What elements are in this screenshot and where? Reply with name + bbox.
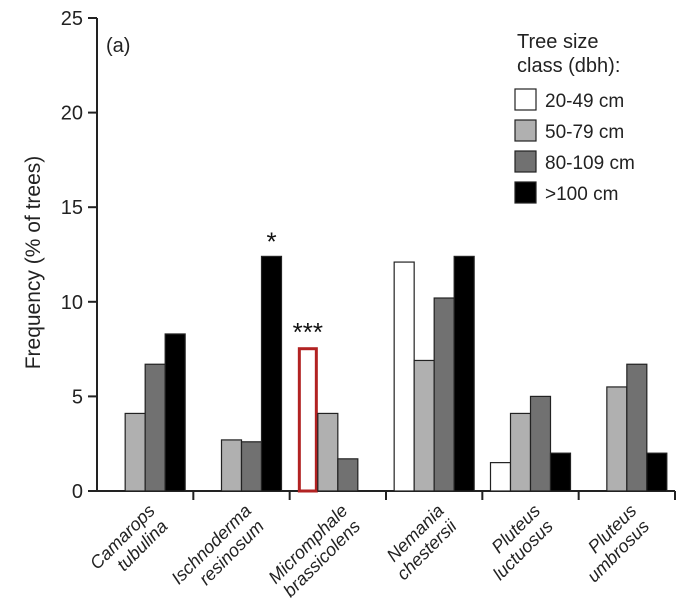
significance-marker: ***: [293, 317, 323, 347]
bar-80-109-cm-3: [433, 297, 455, 492]
y-axis-label: Frequency (% of trees): [22, 156, 45, 370]
legend-swatch: [514, 181, 537, 204]
bar-50-79-cm-0: [124, 412, 146, 492]
y-tick-label: 15: [61, 197, 83, 219]
legend-title: class (dbh):: [517, 55, 620, 77]
bar-80-109-cm-2: [337, 458, 359, 492]
y-tick-label: 0: [72, 481, 83, 503]
bar-50-79-cm-3: [413, 359, 435, 492]
bar-80-109-cm-4: [529, 395, 552, 492]
panel-label: (a): [106, 35, 130, 57]
legend-label: 50-79 cm: [545, 122, 624, 143]
y-tick-label: 20: [61, 103, 83, 125]
y-tick-label: 25: [61, 8, 83, 30]
bar-20-49-cm-4: [489, 462, 512, 492]
bar-20-49-cm-3: [393, 261, 415, 492]
axes: 0 5 10 15 20 25: [61, 8, 676, 503]
legend-swatch: [514, 119, 537, 142]
bar-50-79-cm-2: [317, 412, 339, 492]
legend-label: 80-109 cm: [545, 153, 635, 174]
y-tick-label: 10: [61, 292, 83, 314]
bar-80-109-cm-5: [626, 363, 648, 492]
legend-swatch: [514, 88, 537, 111]
bar--100-cm-3: [453, 255, 475, 492]
bar-50-79-cm-4: [509, 412, 532, 492]
bar--100-cm-0: [164, 333, 186, 492]
bar-50-79-cm-5: [606, 386, 628, 492]
bar-20-49-cm-2: [297, 347, 318, 493]
labels: Frequency (% of trees)(a)****Camaropstub…: [22, 35, 653, 601]
bars: [124, 255, 668, 493]
y-tick-label: 5: [72, 386, 83, 408]
bar-50-79-cm-1: [220, 439, 243, 492]
bar-80-109-cm-0: [144, 363, 166, 492]
legend-label: 20-49 cm: [545, 91, 624, 112]
bar-80-109-cm-1: [240, 441, 263, 492]
bar--100-cm-1: [260, 255, 283, 492]
bar--100-cm-5: [646, 452, 668, 492]
legend-title: Tree size: [517, 31, 599, 53]
significance-marker: *: [266, 226, 276, 256]
bar--100-cm-4: [549, 452, 572, 492]
legend-label: >100 cm: [545, 184, 618, 205]
legend-swatch: [514, 150, 537, 173]
